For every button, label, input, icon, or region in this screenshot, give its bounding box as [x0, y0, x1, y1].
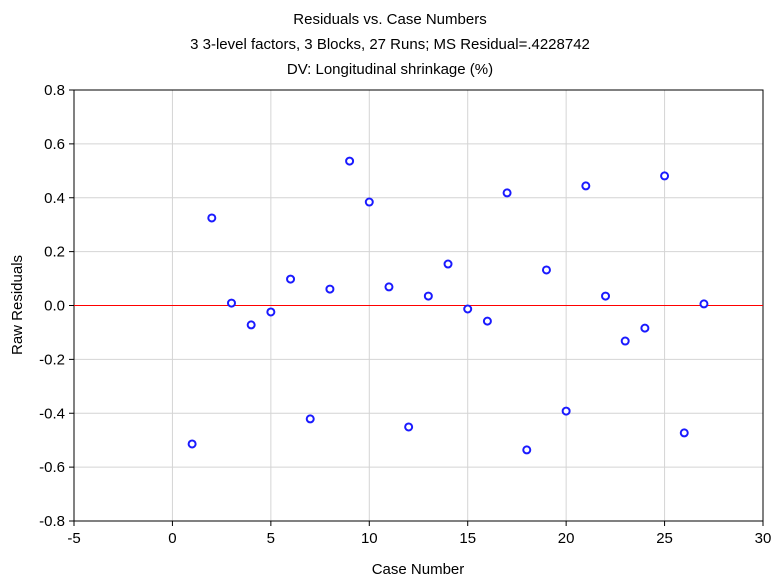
data-point	[246, 320, 256, 330]
y-axis-label: Raw Residuals	[9, 255, 26, 355]
y-tick-label: 0.8	[44, 82, 65, 99]
data-point	[482, 316, 492, 326]
y-tick-label: 0.2	[44, 244, 65, 261]
data-point	[266, 307, 276, 317]
data-point	[325, 284, 335, 294]
data-point	[699, 299, 709, 309]
data-point	[581, 181, 591, 191]
data-point	[364, 197, 374, 207]
data-point	[620, 336, 630, 346]
x-tick-label: 15	[459, 530, 476, 547]
x-axis-label: Case Number	[372, 561, 465, 578]
y-tick-label: 0.4	[44, 190, 65, 207]
data-point	[502, 188, 512, 198]
data-point	[187, 439, 197, 449]
x-tick-label: 5	[267, 530, 275, 547]
data-point	[522, 445, 532, 455]
data-point	[384, 282, 394, 292]
data-point	[305, 414, 315, 424]
x-tick-label: -5	[67, 530, 80, 547]
x-tick-label: 25	[656, 530, 673, 547]
x-tick-label: 0	[168, 530, 176, 547]
x-tick-label: 20	[558, 530, 575, 547]
data-point	[679, 428, 689, 438]
data-points	[187, 156, 709, 455]
y-tick-label: 0.0	[44, 298, 65, 315]
y-tick-label: -0.2	[39, 351, 65, 368]
y-tick-label: -0.8	[39, 513, 65, 530]
chart-subtitle: 3 3-level factors, 3 Blocks, 27 Runs; MS…	[190, 36, 590, 53]
data-point	[660, 171, 670, 181]
chart-subtitle-dv: DV: Longitudinal shrinkage (%)	[287, 61, 493, 78]
data-point	[423, 291, 433, 301]
y-tick-label: -0.6	[39, 459, 65, 476]
x-tick-label: 10	[361, 530, 378, 547]
data-point	[207, 213, 217, 223]
data-point	[404, 422, 414, 432]
data-point	[640, 323, 650, 333]
chart-title: Residuals vs. Case Numbers	[293, 11, 486, 28]
data-point	[601, 291, 611, 301]
data-point	[443, 259, 453, 269]
y-tick-label: 0.6	[44, 136, 65, 153]
x-tick-label: 30	[755, 530, 772, 547]
y-tick-label: -0.4	[39, 405, 65, 422]
data-point	[226, 298, 236, 308]
data-point	[345, 156, 355, 166]
data-point	[463, 304, 473, 314]
axes: -5 0 5 10 15 20 25 30 -0.8 -0.6 -0.4 -0.2 0.0 0.2 0.4 0…	[39, 82, 771, 547]
data-point	[561, 406, 571, 416]
data-point	[286, 274, 296, 284]
data-point	[541, 265, 551, 275]
